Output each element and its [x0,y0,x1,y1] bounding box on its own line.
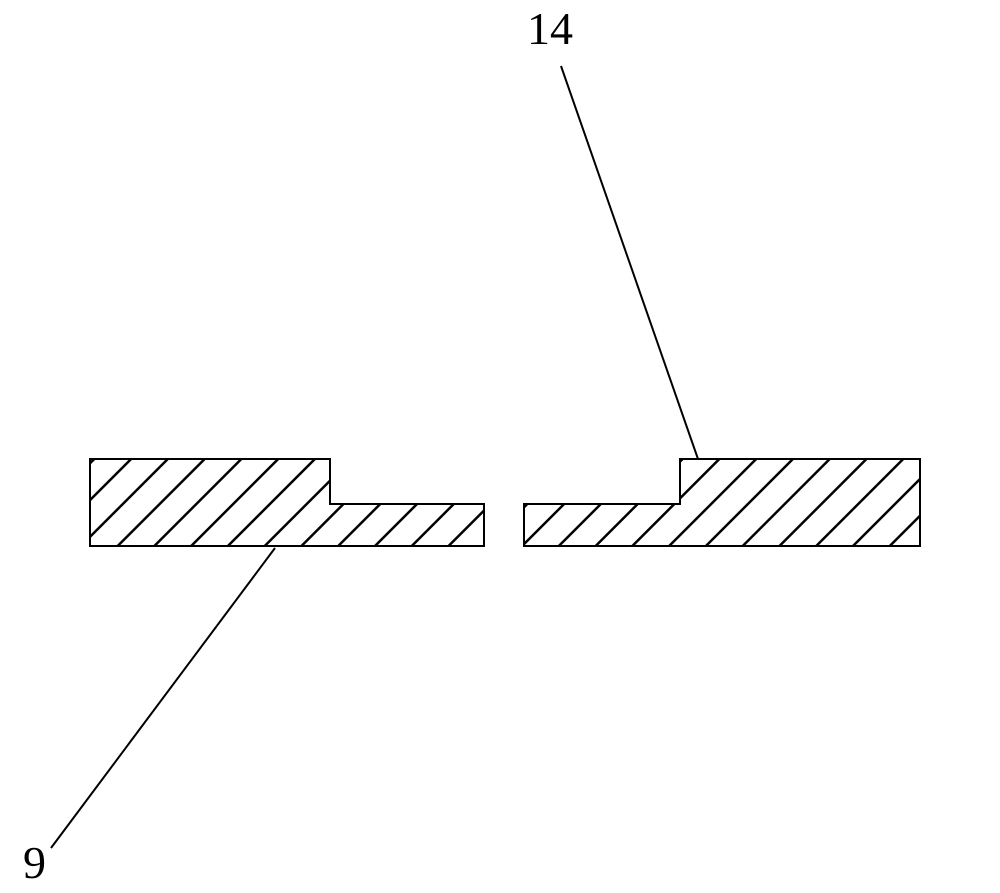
label-9: 9 [23,837,46,888]
label-14: 14 [527,3,573,54]
